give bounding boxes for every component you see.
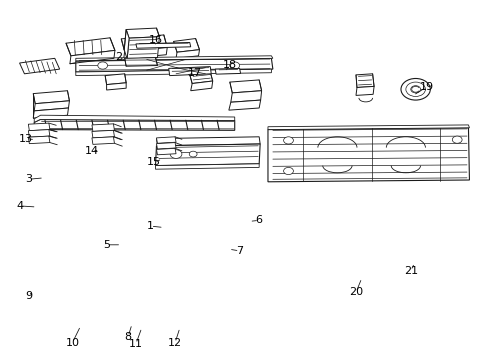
Polygon shape (190, 81, 212, 91)
Polygon shape (156, 148, 176, 155)
Polygon shape (230, 91, 261, 102)
Polygon shape (33, 108, 68, 118)
Polygon shape (76, 56, 272, 61)
Text: 10: 10 (65, 338, 79, 348)
Polygon shape (92, 130, 114, 138)
Polygon shape (106, 83, 126, 90)
Text: 5: 5 (103, 240, 110, 250)
Text: 4: 4 (16, 201, 23, 211)
Text: 7: 7 (236, 246, 243, 256)
Circle shape (170, 150, 182, 158)
Polygon shape (267, 125, 468, 130)
Polygon shape (355, 74, 373, 87)
Circle shape (229, 62, 239, 69)
Text: 3: 3 (25, 174, 32, 184)
Text: 15: 15 (147, 157, 161, 167)
Polygon shape (34, 115, 234, 122)
Polygon shape (124, 30, 129, 59)
Circle shape (410, 86, 420, 93)
Polygon shape (34, 120, 234, 132)
Polygon shape (176, 50, 199, 58)
Polygon shape (136, 42, 190, 48)
Polygon shape (155, 164, 259, 169)
Polygon shape (156, 137, 176, 143)
Polygon shape (173, 39, 199, 52)
Circle shape (283, 137, 293, 144)
Polygon shape (66, 38, 115, 56)
Polygon shape (189, 72, 212, 84)
Text: 8: 8 (124, 332, 131, 342)
Polygon shape (127, 37, 159, 59)
Polygon shape (92, 124, 114, 131)
Polygon shape (229, 80, 261, 93)
Polygon shape (92, 137, 114, 144)
Polygon shape (121, 35, 167, 51)
Polygon shape (168, 67, 211, 76)
Polygon shape (156, 143, 176, 149)
Circle shape (405, 82, 425, 96)
Circle shape (98, 62, 107, 69)
Polygon shape (126, 28, 159, 38)
Text: 14: 14 (85, 146, 99, 156)
Polygon shape (28, 136, 50, 144)
Text: 20: 20 (348, 287, 362, 297)
Text: 16: 16 (148, 35, 162, 45)
Polygon shape (215, 68, 240, 74)
Text: 11: 11 (129, 339, 142, 349)
Polygon shape (124, 58, 157, 66)
Polygon shape (105, 74, 126, 85)
Circle shape (400, 78, 429, 100)
Text: 6: 6 (255, 215, 262, 225)
Polygon shape (123, 48, 167, 59)
Text: 2: 2 (115, 52, 122, 62)
Circle shape (283, 167, 293, 175)
Text: 19: 19 (419, 82, 432, 92)
Circle shape (451, 136, 461, 143)
Text: 13: 13 (19, 134, 33, 144)
Text: 1: 1 (147, 221, 154, 231)
Polygon shape (156, 137, 260, 146)
Text: 9: 9 (25, 291, 32, 301)
Polygon shape (76, 58, 272, 72)
Polygon shape (28, 130, 50, 137)
Polygon shape (267, 128, 468, 182)
Polygon shape (355, 86, 373, 95)
Text: 17: 17 (187, 68, 201, 78)
Polygon shape (76, 69, 271, 76)
Polygon shape (28, 123, 50, 131)
Text: 21: 21 (403, 266, 417, 276)
Polygon shape (155, 144, 260, 166)
Circle shape (189, 151, 197, 157)
Polygon shape (34, 101, 69, 111)
Text: 18: 18 (223, 60, 236, 70)
Polygon shape (228, 100, 260, 110)
Polygon shape (20, 58, 60, 74)
Polygon shape (33, 91, 69, 104)
Text: 12: 12 (168, 338, 182, 348)
Polygon shape (70, 50, 115, 64)
